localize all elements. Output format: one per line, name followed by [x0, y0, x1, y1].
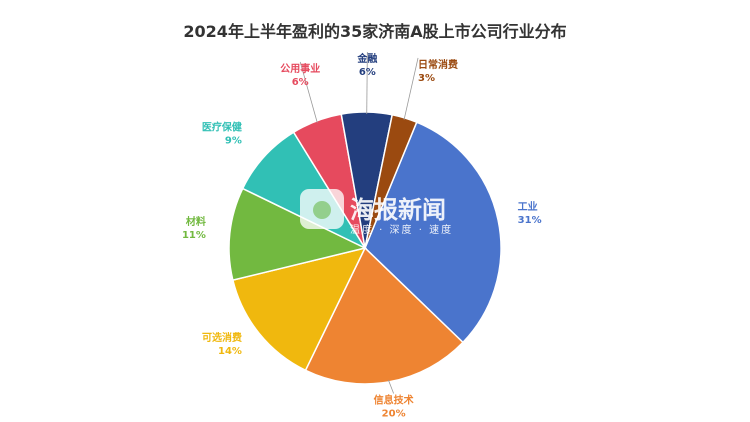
leader-lines: [299, 52, 419, 394]
slice-label-name: 可选消费: [202, 331, 242, 344]
watermark: 海报新闻 温度 · 深度 · 速度: [300, 189, 453, 236]
slice-label-value: 14%: [218, 346, 242, 357]
slice-label-name: 材料: [186, 215, 206, 228]
slice-label-value: 9%: [225, 136, 242, 147]
slice-label-value: 11%: [182, 230, 206, 241]
watermark-brand: 海报新闻: [350, 196, 446, 224]
slice-label-name: 日常消费: [418, 58, 458, 71]
slice-label-value: 6%: [292, 77, 309, 88]
pie-slice: [231, 246, 367, 372]
slice-label-value: 3%: [418, 73, 435, 84]
leader-line: [366, 52, 368, 115]
leader-line: [299, 61, 318, 123]
slice-label-name: 公用事业: [280, 62, 320, 75]
slice-label-value: 6%: [359, 67, 376, 78]
slice-label-name: 金融: [356, 52, 377, 65]
slice-label-value: 31%: [518, 215, 542, 226]
watermark-logo-face-icon: [313, 201, 331, 219]
watermark-tagline: 温度 · 深度 · 速度: [350, 223, 453, 236]
chart-title: 2024年上半年盈利的35家济南A股上市公司行业分布: [183, 22, 567, 41]
slice-label-name: 信息技术: [374, 393, 414, 406]
leader-line: [403, 57, 419, 120]
pie-slice: [228, 187, 368, 282]
pie-slices: [228, 111, 502, 385]
pie-slice: [364, 121, 502, 344]
leader-line: [388, 379, 395, 394]
slice-labels: 工业 31% 信息技术 20% 可选消费 14% 材料 11% 医疗保健 9% 公用事业 6% 金融 6%…: [182, 52, 542, 419]
slice-label-name: 工业: [518, 200, 538, 213]
slice-label-value: 20%: [382, 408, 406, 419]
slice-label-name: 医疗保健: [202, 121, 242, 134]
